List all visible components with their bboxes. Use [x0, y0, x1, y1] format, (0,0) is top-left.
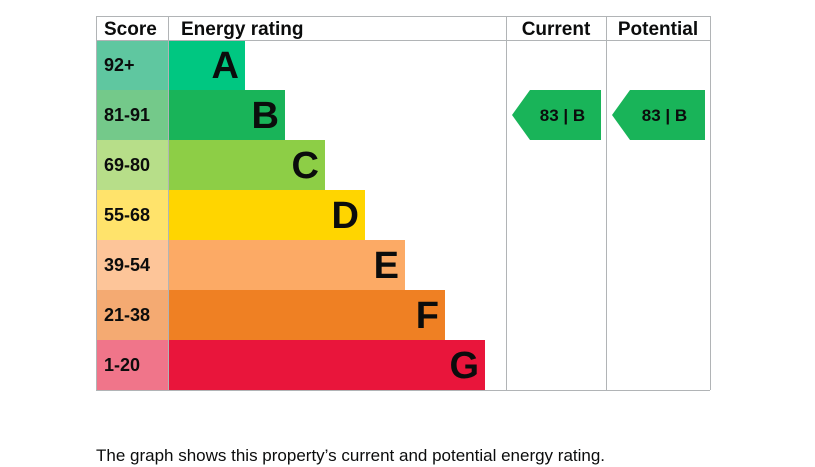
score-label: 21-38 [104, 305, 150, 325]
score-label: 92+ [104, 55, 135, 75]
energy-rating-chart: 92+ A 81-91 B 69-80 C 55-68 D 39-54 E 21-38 F 1-20 G S… [96, 16, 711, 391]
score-label: 81-91 [104, 105, 150, 125]
rating-letter: E [374, 245, 399, 287]
potential-rating-arrow [612, 90, 705, 140]
score-cell [96, 290, 168, 340]
score-cell [96, 90, 168, 140]
score-cell [96, 40, 168, 90]
potential-rating-label: 83 | B [642, 106, 687, 125]
score-cell [96, 190, 168, 240]
current-rating-arrow [512, 90, 601, 140]
score-label: 39-54 [104, 255, 150, 275]
header-energy-rating: Energy rating [181, 19, 303, 40]
rating-bar-a [168, 40, 245, 90]
header-score: Score [104, 19, 157, 40]
rating-bar-e [168, 240, 405, 290]
score-cell [96, 240, 168, 290]
header-potential: Potential [618, 19, 698, 40]
rating-bar-b [168, 90, 285, 140]
score-cell [96, 340, 168, 390]
chart-caption: The graph shows this property’s current … [96, 446, 606, 465]
score-label: 55-68 [104, 205, 150, 225]
score-label: 1-20 [104, 355, 140, 375]
rating-letter: G [449, 345, 479, 387]
score-label: 69-80 [104, 155, 150, 175]
score-cell [96, 140, 168, 190]
current-rating-label: 83 | B [540, 106, 585, 125]
rating-bar-c [168, 140, 325, 190]
rating-letter: B [252, 95, 279, 137]
rating-bar-d [168, 190, 365, 240]
rating-bar-f [168, 290, 445, 340]
rating-letter: F [416, 295, 439, 337]
rating-letter: C [292, 145, 319, 187]
rating-bar-g [168, 340, 485, 390]
rating-letter: D [332, 195, 359, 237]
rating-letter: A [212, 45, 239, 87]
header-current: Current [522, 19, 591, 40]
